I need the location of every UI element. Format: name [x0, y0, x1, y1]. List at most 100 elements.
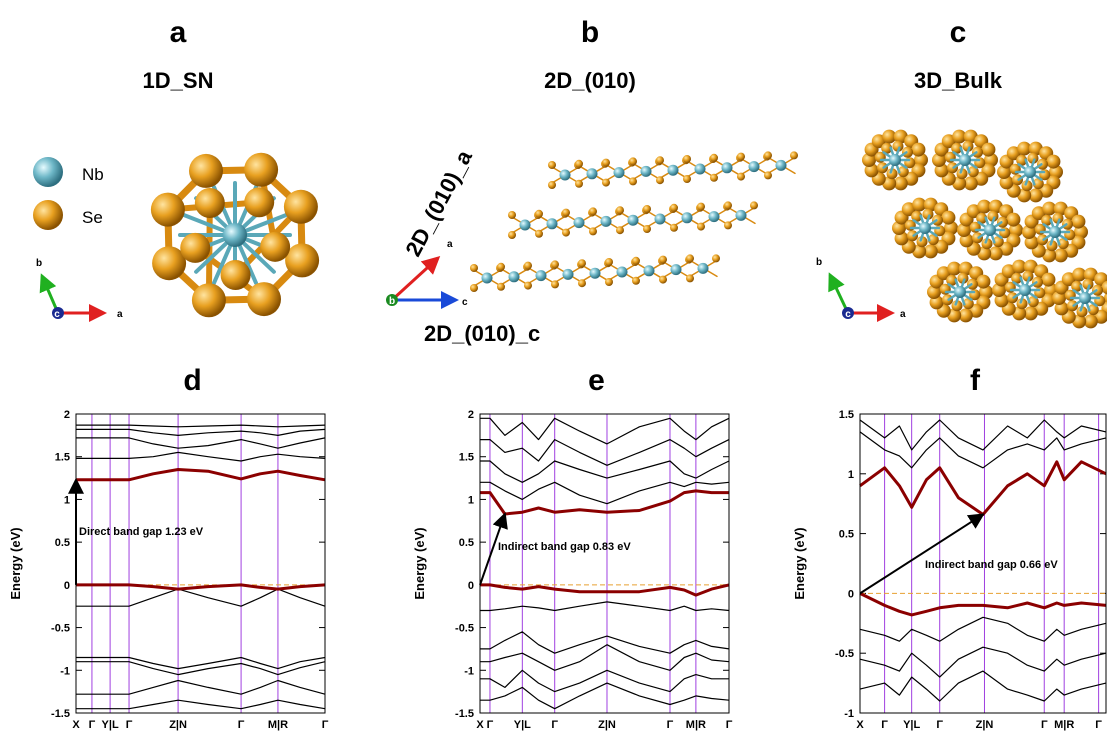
nb-atom [1019, 284, 1031, 296]
se-atom [524, 282, 532, 290]
x-tick-label: Γ [487, 719, 494, 731]
axis-title: 2D_(010)_c [424, 321, 540, 346]
band [76, 662, 325, 675]
y-tick-label: 1.5 [839, 409, 854, 421]
se-atom [285, 243, 319, 277]
se-atom [221, 260, 251, 290]
se-atom [575, 180, 583, 188]
x-tick-label: Y|L [514, 719, 531, 731]
nb-atom [509, 271, 520, 282]
se-atom [247, 282, 281, 316]
axis-arrow [392, 258, 438, 300]
nb-atom [614, 167, 625, 178]
axis-arrow [42, 276, 58, 313]
x-tick-label: X [72, 719, 80, 731]
nb-atom [574, 217, 585, 228]
se-atom [643, 205, 651, 213]
page: a b c 1D_SN 2D_(010) 3D_Bulk Nb Se b c a… [0, 0, 1107, 733]
plot-frame [480, 414, 729, 713]
se-atom [710, 174, 718, 182]
se-atom [683, 175, 691, 183]
nb-atom [547, 218, 558, 229]
se-atom [911, 143, 925, 157]
nb-atom [560, 170, 571, 181]
se-atom [578, 279, 586, 287]
axis-label: c [54, 309, 60, 320]
y-tick-label: -0.5 [455, 623, 474, 635]
band [76, 585, 325, 589]
se-atom [981, 143, 995, 157]
y-tick-label: -1 [844, 708, 854, 720]
panel-letter: e [588, 364, 605, 397]
structures [33, 130, 1107, 329]
se-atom [548, 161, 556, 169]
x-tick-label: Z|N [598, 719, 616, 731]
y-tick-label: -1.5 [455, 708, 474, 720]
axis-label: b [36, 258, 42, 269]
panel-title: 3D_Bulk [914, 68, 1003, 93]
y-tick-label: 0 [848, 588, 854, 600]
nb-atom [587, 168, 598, 179]
x-tick-label: Y|L [903, 719, 920, 731]
se-atom [589, 227, 597, 235]
band-chart: dEnergy (eV)XΓY|LΓZ|NΓM|RΓ-1.5-1-0.500.5… [8, 364, 329, 731]
band [76, 681, 325, 695]
se-atom [764, 151, 772, 159]
se-atom [284, 190, 318, 224]
se-atom [750, 201, 758, 209]
panel-title: 2D_(010) [544, 68, 636, 93]
band [480, 645, 729, 671]
nb-atom [628, 215, 639, 226]
se-atom [470, 264, 478, 272]
se-atom [575, 160, 583, 168]
se-atom [1071, 215, 1085, 229]
x-tick-label: Γ [238, 719, 245, 731]
y-tick-label: -0.5 [835, 648, 854, 660]
se-atom [33, 200, 63, 230]
x-tick-label: Γ [726, 719, 733, 731]
se-atom [244, 153, 278, 187]
axis-title: 2D_(010)_a [400, 145, 477, 260]
se-atom [1046, 155, 1060, 169]
se-atom [260, 232, 290, 262]
se-atom [712, 254, 720, 262]
x-tick-label: M|R [686, 719, 706, 731]
se-atom [562, 229, 570, 237]
legend-label: Nb [82, 165, 104, 184]
y-axis-label: Energy (eV) [8, 527, 23, 599]
se-atom [578, 259, 586, 267]
nb-atom [1079, 292, 1091, 304]
se-atom [551, 280, 559, 288]
se-atom [605, 258, 613, 266]
se-atom [724, 221, 732, 229]
nb-atom [668, 165, 679, 176]
annotation: Indirect band gap 0.66 eV [925, 559, 1058, 571]
se-atom [508, 231, 516, 239]
y-tick-label: 1.5 [55, 452, 70, 464]
x-tick-label: Γ [126, 719, 133, 731]
nb-atom [1024, 166, 1036, 178]
x-tick-label: X [856, 719, 864, 731]
band [76, 425, 325, 427]
nb-atom [919, 222, 931, 234]
se-atom [670, 204, 678, 212]
nb-atom [223, 223, 247, 247]
annotation: Indirect band gap 0.83 eV [498, 541, 631, 553]
y-tick-label: 0.5 [839, 529, 854, 541]
band [480, 670, 729, 691]
band [480, 585, 729, 595]
band [480, 418, 729, 444]
nb-atom [617, 267, 628, 278]
nb-atom [984, 224, 996, 236]
gap-arrow [860, 514, 983, 593]
x-tick-label: Z|N [169, 719, 187, 731]
y-axis-label: Energy (eV) [792, 527, 807, 599]
se-atom [1006, 213, 1020, 227]
se-atom [643, 225, 651, 233]
y-tick-label: -0.5 [51, 623, 70, 635]
se-atom [659, 256, 667, 264]
panel-letter: c [950, 16, 967, 49]
axis-arrow [830, 275, 848, 313]
annotation: Direct band gap 1.23 eV [79, 526, 204, 538]
x-tick-label: Γ [551, 719, 558, 731]
